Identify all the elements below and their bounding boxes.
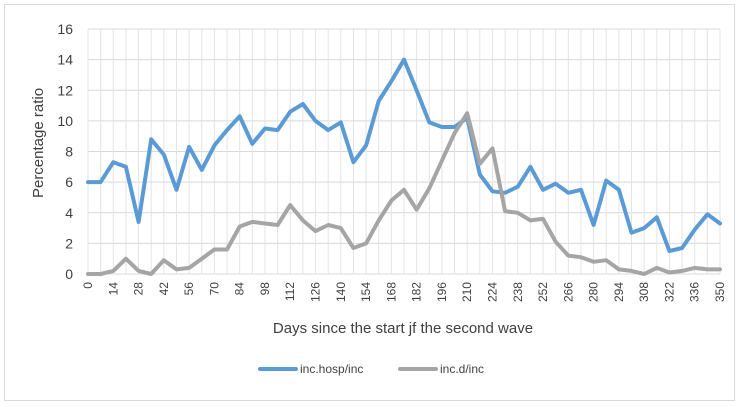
x-tick-label: 210	[460, 282, 474, 302]
x-tick-label: 308	[637, 282, 651, 302]
y-tick-label: 0	[65, 266, 73, 282]
x-tick-label: 350	[713, 282, 727, 302]
x-tick-label: 154	[359, 282, 373, 302]
series-lines	[86, 57, 722, 276]
y-tick-label: 8	[65, 144, 73, 160]
grid	[87, 28, 721, 275]
x-axis-ticks: 0 14 28 42 56 70 84 98 112 126 140 154 168 182 196 210 2…	[81, 282, 727, 302]
x-tick-label: 42	[157, 282, 171, 296]
legend-label: inc.d/inc	[440, 362, 484, 376]
x-tick-label: 126	[309, 282, 323, 302]
series-line-2	[86, 111, 722, 276]
x-tick-label: 182	[410, 282, 424, 302]
x-tick-label: 224	[485, 282, 499, 302]
x-tick-label: 14	[106, 282, 120, 296]
x-axis-title: Days since the start jf the second wave	[273, 320, 533, 337]
x-tick-label: 294	[612, 282, 626, 302]
x-tick-label: 336	[688, 282, 702, 302]
x-tick-label: 112	[283, 282, 297, 301]
x-tick-label: 238	[511, 282, 525, 302]
y-axis-title: Percentage ratio	[30, 88, 47, 198]
line-chart: 0 2 4 6 8 10 12 14 16 0 14 28 42 56 70 84 98 112 126 140 15…	[30, 21, 727, 376]
x-tick-label: 28	[132, 282, 146, 296]
x-tick-label: 196	[435, 282, 449, 302]
y-tick-label: 2	[65, 235, 73, 251]
x-tick-label: 322	[662, 282, 676, 302]
y-tick-label: 14	[57, 52, 73, 68]
x-tick-label: 84	[233, 282, 247, 296]
y-tick-label: 4	[65, 205, 73, 221]
x-tick-label: 252	[536, 282, 550, 302]
x-tick-label: 280	[587, 282, 601, 302]
x-tick-label: 56	[182, 282, 196, 296]
x-tick-label: 98	[258, 282, 272, 296]
x-tick-label: 168	[384, 282, 398, 302]
x-tick-label: 140	[334, 282, 348, 302]
x-tick-label: 266	[561, 282, 575, 302]
y-axis-ticks: 0 2 4 6 8 10 12 14 16	[57, 21, 73, 282]
chart-frame: 0 2 4 6 8 10 12 14 16 0 14 28 42 56 70 84 98 112 126 140 15…	[4, 4, 735, 401]
legend: inc.hosp/inc inc.d/inc	[258, 362, 484, 376]
x-tick-label: 70	[207, 282, 221, 296]
series-line-1	[86, 57, 722, 253]
y-tick-label: 12	[57, 82, 73, 98]
y-tick-label: 10	[57, 113, 73, 129]
x-tick-label: 0	[81, 282, 95, 289]
y-tick-label: 6	[65, 174, 73, 190]
legend-label: inc.hosp/inc	[300, 362, 363, 376]
y-tick-label: 16	[57, 21, 73, 37]
